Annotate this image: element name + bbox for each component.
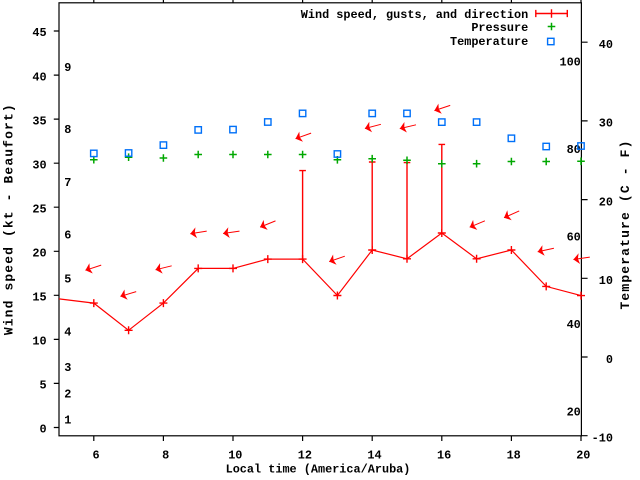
svg-text:Local time (America/Aruba): Local time (America/Aruba) — [226, 463, 411, 477]
svg-text:20: 20 — [567, 406, 581, 420]
svg-text:2: 2 — [64, 387, 71, 401]
svg-text:20: 20 — [599, 195, 613, 209]
svg-text:5: 5 — [64, 273, 71, 287]
svg-text:14: 14 — [367, 449, 381, 463]
svg-text:40: 40 — [32, 70, 46, 84]
svg-text:10: 10 — [228, 449, 242, 463]
svg-text:6: 6 — [93, 449, 100, 463]
svg-text:8: 8 — [162, 449, 169, 463]
svg-text:0: 0 — [606, 353, 613, 367]
svg-text:100: 100 — [559, 56, 580, 70]
svg-text:20: 20 — [576, 449, 590, 463]
svg-text:Wind speed (kt - Beaufort): Wind speed (kt - Beaufort) — [2, 103, 17, 335]
svg-text:10: 10 — [599, 274, 613, 288]
svg-text:30: 30 — [32, 158, 46, 172]
svg-text:5: 5 — [39, 379, 46, 393]
svg-text:30: 30 — [599, 117, 613, 131]
svg-text:18: 18 — [507, 449, 521, 463]
svg-text:80: 80 — [567, 143, 581, 157]
svg-text:Temperature (C - F): Temperature (C - F) — [618, 139, 633, 309]
svg-text:12: 12 — [298, 449, 312, 463]
svg-text:35: 35 — [32, 114, 46, 128]
svg-text:40: 40 — [567, 318, 581, 332]
svg-text:0: 0 — [39, 423, 46, 437]
svg-text:6: 6 — [64, 229, 71, 243]
svg-text:-10: -10 — [592, 432, 613, 446]
svg-text:45: 45 — [32, 26, 46, 40]
svg-text:25: 25 — [32, 202, 46, 216]
svg-text:20: 20 — [32, 247, 46, 261]
svg-text:1: 1 — [64, 414, 71, 428]
svg-text:40: 40 — [599, 38, 613, 52]
svg-text:10: 10 — [32, 335, 46, 349]
svg-text:3: 3 — [64, 361, 71, 375]
svg-text:Pressure: Pressure — [471, 21, 528, 35]
svg-text:16: 16 — [437, 449, 451, 463]
svg-text:9: 9 — [64, 61, 71, 75]
svg-text:Wind speed, gusts, and directi: Wind speed, gusts, and direction — [301, 8, 528, 22]
svg-text:4: 4 — [64, 326, 71, 340]
svg-text:15: 15 — [32, 291, 46, 305]
svg-text:8: 8 — [64, 123, 71, 137]
svg-text:60: 60 — [567, 231, 581, 245]
svg-text:7: 7 — [64, 176, 71, 190]
svg-text:Temperature: Temperature — [450, 35, 528, 49]
